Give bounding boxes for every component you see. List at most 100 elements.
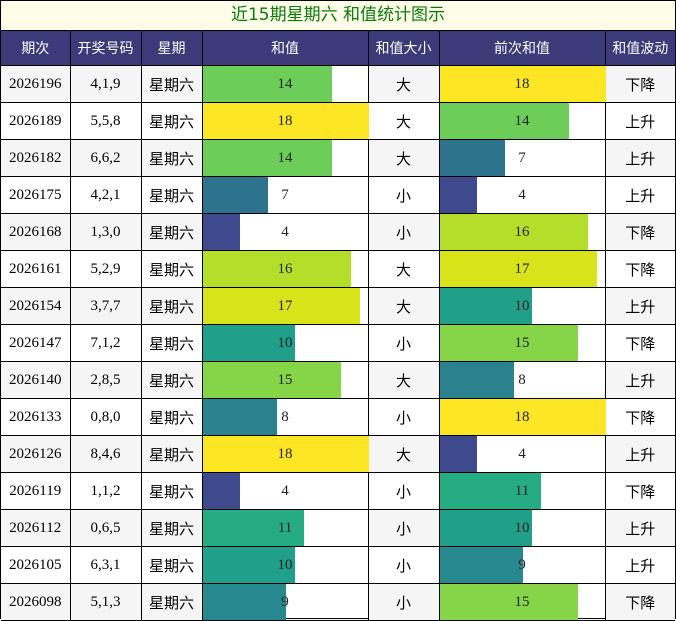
numbers-cell: 1,3,0 xyxy=(69,213,142,251)
trend-cell: 下降 xyxy=(604,324,675,362)
header-prev-sum: 前次和值 xyxy=(438,31,606,66)
size-cell: 小 xyxy=(367,583,440,621)
numbers-cell: 5,5,8 xyxy=(69,102,142,140)
prev-sum-cell: 4 xyxy=(438,176,606,214)
prev-sum-cell-label: 4 xyxy=(518,445,526,462)
prev-sum-cell-bar xyxy=(439,362,514,398)
table-row: 2026175 4,2,1 星期六 7 小 4 上升 xyxy=(1,176,675,214)
prev-sum-cell-bar xyxy=(439,251,597,287)
prev-sum-cell: 17 xyxy=(438,250,606,288)
sum-cell: 4 xyxy=(201,213,369,251)
table-row: 2026098 5,1,3 星期六 9 小 15 下降 xyxy=(1,583,675,621)
size-cell: 大 xyxy=(367,287,440,325)
sum-cell-label: 8 xyxy=(281,408,289,425)
size-cell: 大 xyxy=(367,102,440,140)
sum-cell-label: 10 xyxy=(277,334,293,351)
sum-cell-label: 18 xyxy=(277,445,293,462)
issue-cell: 2026133 xyxy=(1,398,71,436)
prev-sum-cell-label: 10 xyxy=(514,519,530,536)
prev-sum-cell-bar xyxy=(439,103,569,139)
sum-cell: 10 xyxy=(201,324,369,362)
issue-cell: 2026112 xyxy=(1,509,71,547)
trend-cell: 上升 xyxy=(604,102,675,140)
prev-sum-cell-label: 4 xyxy=(518,186,526,203)
size-cell: 小 xyxy=(367,472,440,510)
size-cell: 小 xyxy=(367,213,440,251)
numbers-cell: 4,1,9 xyxy=(69,65,142,103)
sum-cell-bar xyxy=(202,288,360,324)
sum-cell: 10 xyxy=(201,546,369,584)
prev-sum-cell-label: 17 xyxy=(514,260,530,277)
prev-sum-cell: 18 xyxy=(438,65,606,103)
weekday-cell: 星期六 xyxy=(140,176,203,214)
issue-cell: 2026126 xyxy=(1,435,71,473)
trend-cell: 上升 xyxy=(604,435,675,473)
numbers-cell: 5,1,3 xyxy=(69,583,142,621)
issue-cell: 2026161 xyxy=(1,250,71,288)
issue-cell: 2026119 xyxy=(1,472,71,510)
sum-cell-bar xyxy=(202,584,286,620)
weekday-cell: 星期六 xyxy=(140,250,203,288)
table-row: 2026154 3,7,7 星期六 17 大 10 上升 xyxy=(1,287,675,325)
prev-sum-cell: 11 xyxy=(438,472,606,510)
numbers-cell: 8,4,6 xyxy=(69,435,142,473)
table-row: 2026105 6,3,1 星期六 10 小 9 上升 xyxy=(1,546,675,584)
trend-cell: 下降 xyxy=(604,472,675,510)
sum-cell-label: 4 xyxy=(281,223,289,240)
size-cell: 小 xyxy=(367,509,440,547)
weekday-cell: 星期六 xyxy=(140,139,203,177)
table-row: 2026112 0,6,5 星期六 11 小 10 上升 xyxy=(1,509,675,547)
sum-cell-label: 11 xyxy=(277,519,293,536)
header-numbers: 开奖号码 xyxy=(69,31,142,66)
sum-cell: 8 xyxy=(201,398,369,436)
prev-sum-cell: 15 xyxy=(438,324,606,362)
prev-sum-cell: 15 xyxy=(438,583,606,621)
issue-cell: 2026105 xyxy=(1,546,71,584)
sum-cell-bar xyxy=(202,140,332,176)
prev-sum-cell: 9 xyxy=(438,546,606,584)
prev-sum-cell: 10 xyxy=(438,509,606,547)
sum-cell-label: 4 xyxy=(281,482,289,499)
numbers-cell: 0,8,0 xyxy=(69,398,142,436)
weekday-cell: 星期六 xyxy=(140,361,203,399)
size-cell: 小 xyxy=(367,398,440,436)
prev-sum-cell-bar xyxy=(439,140,505,176)
sum-cell-bar xyxy=(202,436,369,472)
sum-cell-label: 14 xyxy=(277,75,293,92)
numbers-cell: 6,6,2 xyxy=(69,139,142,177)
table-row: 2026168 1,3,0 星期六 4 小 16 下降 xyxy=(1,213,675,251)
trend-cell: 上升 xyxy=(604,287,675,325)
weekday-cell: 星期六 xyxy=(140,398,203,436)
sum-cell-bar xyxy=(202,103,369,139)
size-cell: 小 xyxy=(367,176,440,214)
prev-sum-cell-label: 15 xyxy=(514,334,530,351)
prev-sum-cell-bar xyxy=(439,177,477,213)
prev-sum-cell-bar xyxy=(439,399,606,435)
prev-sum-cell-label: 18 xyxy=(514,408,530,425)
numbers-cell: 0,6,5 xyxy=(69,509,142,547)
table-row: 2026161 5,2,9 星期六 16 大 17 下降 xyxy=(1,250,675,288)
prev-sum-cell-bar xyxy=(439,325,578,361)
sum-cell-bar xyxy=(202,66,332,102)
sum-cell: 16 xyxy=(201,250,369,288)
numbers-cell: 4,2,1 xyxy=(69,176,142,214)
sum-cell-bar xyxy=(202,399,277,435)
size-cell: 大 xyxy=(367,139,440,177)
weekday-cell: 星期六 xyxy=(140,102,203,140)
header-issue: 期次 xyxy=(1,31,71,66)
sum-cell-bar xyxy=(202,473,240,509)
table-row: 2026189 5,5,8 星期六 18 大 14 上升 xyxy=(1,102,675,140)
issue-cell: 2026168 xyxy=(1,213,71,251)
sum-cell: 18 xyxy=(201,102,369,140)
prev-sum-cell-label: 8 xyxy=(518,371,526,388)
sum-cell-bar xyxy=(202,325,295,361)
prev-sum-cell: 14 xyxy=(438,102,606,140)
prev-sum-cell-label: 16 xyxy=(514,223,530,240)
sum-cell: 7 xyxy=(201,176,369,214)
weekday-cell: 星期六 xyxy=(140,583,203,621)
sum-cell-label: 10 xyxy=(277,556,293,573)
sum-cell-label: 7 xyxy=(281,186,289,203)
numbers-cell: 5,2,9 xyxy=(69,250,142,288)
header-size: 和值大小 xyxy=(367,31,440,66)
sum-cell-bar xyxy=(202,214,240,250)
